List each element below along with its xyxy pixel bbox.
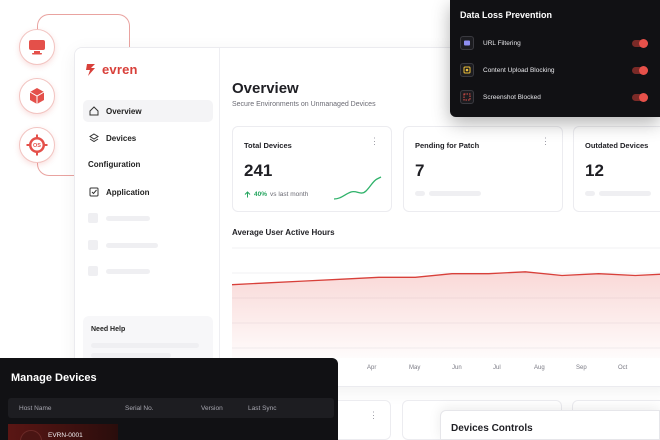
x-tick-label: Jul	[493, 365, 501, 371]
dlp-item-url-filtering[interactable]: URL Filtering	[460, 34, 650, 52]
dlp-title: Data Loss Prevention	[460, 10, 553, 20]
card-change: 40% vs last month	[244, 191, 308, 198]
column-header[interactable]: Last Sync	[248, 405, 277, 412]
page-title: Overview	[232, 80, 299, 97]
x-tick-label: Apr	[367, 365, 377, 371]
monitor-icon[interactable]	[19, 29, 55, 65]
column-header[interactable]: Host Name	[19, 405, 52, 412]
card-title: Pending for Patch	[415, 141, 480, 150]
sparkline-chart	[333, 176, 382, 200]
toggle-switch[interactable]	[632, 92, 648, 102]
sidebar-item-application[interactable]: Application	[83, 181, 213, 203]
sidebar-placeholder-item	[88, 240, 158, 250]
help-placeholder-line	[91, 343, 199, 348]
sidebar-item-label: Application	[106, 187, 150, 197]
more-options-icon[interactable]: ⋮	[541, 136, 550, 146]
home-icon	[89, 106, 99, 116]
brand-name: evren	[102, 62, 138, 77]
checkbox-icon	[89, 187, 99, 197]
dlp-item-label: Content Upload Blocking	[483, 66, 555, 74]
column-header[interactable]: Version	[201, 405, 223, 412]
upload-block-icon	[460, 63, 474, 77]
more-options-icon[interactable]: ⋮	[369, 410, 378, 420]
manage-title: Manage Devices	[11, 372, 97, 384]
column-header[interactable]: Serial No.	[125, 405, 154, 412]
toggle-switch[interactable]	[632, 65, 648, 75]
os-gear-icon[interactable]: OS	[19, 127, 55, 163]
sidebar-item-label: Devices	[106, 133, 137, 143]
main-content: Overview Secure Environments on Unmanage…	[220, 48, 660, 386]
x-tick-label: Oct	[618, 365, 628, 371]
card-total-devices[interactable]: Total Devices ⋮ 241 40% vs last month	[232, 126, 392, 212]
card-title: Outdated Devices	[585, 141, 649, 150]
card-placeholder	[415, 191, 481, 196]
card-value: 12	[585, 161, 604, 180]
table-header: Host Name Serial No. Version Last Sync	[8, 398, 334, 418]
app-window: evren Overview Devices Configuration App…	[74, 47, 660, 387]
manage-devices-panel: Manage Devices Host Name Serial No. Vers…	[0, 358, 338, 440]
sidebar-item-devices[interactable]: Devices	[83, 127, 213, 149]
help-placeholder-line	[91, 353, 171, 358]
card-title: Total Devices	[244, 141, 292, 150]
card-outdated-devices[interactable]: Outdated Devices 12	[573, 126, 660, 212]
sidebar: evren Overview Devices Configuration App…	[75, 48, 220, 386]
brand-logo[interactable]: evren	[85, 62, 138, 77]
card-value: 241	[244, 161, 273, 180]
card-pending-patch[interactable]: Pending for Patch ⋮ 7	[403, 126, 563, 212]
dlp-item-label: URL Filtering	[483, 39, 521, 47]
url-filter-icon	[460, 36, 474, 50]
evren-logo-icon	[86, 63, 95, 76]
toggle-switch[interactable]	[632, 38, 648, 48]
chart-title: Average User Active Hours	[232, 228, 335, 237]
x-tick-label: Aug	[534, 365, 545, 371]
chart-area-fill	[232, 271, 660, 358]
layers-icon	[89, 133, 99, 143]
chart-series-line	[232, 271, 660, 286]
card-value: 7	[415, 161, 425, 180]
arrow-up-icon	[244, 191, 251, 198]
devices-controls-title: Devices Controls	[451, 423, 533, 434]
x-tick-label: Jun	[452, 365, 462, 371]
x-tick-label: May	[409, 365, 421, 371]
more-options-icon[interactable]: ⋮	[370, 136, 379, 146]
box-icon[interactable]	[19, 78, 55, 114]
devices-controls-panel: Devices Controls	[440, 410, 660, 440]
change-percent: 40%	[254, 191, 268, 198]
dlp-item-label: Screenshot Blocked	[483, 93, 541, 101]
sidebar-item-overview[interactable]: Overview	[83, 100, 213, 122]
sidebar-section-configuration: Configuration	[88, 160, 141, 169]
sidebar-item-label: Overview	[106, 106, 142, 116]
dlp-item-screenshot-blocked[interactable]: Screenshot Blocked	[460, 88, 650, 106]
dlp-panel: Data Loss Prevention URL Filtering Conte…	[450, 0, 660, 117]
card-placeholder	[585, 191, 651, 196]
x-tick-label: Sep	[576, 365, 587, 371]
host-name-cell: EVRN-0001	[48, 432, 83, 439]
screenshot-block-icon	[460, 90, 474, 104]
table-row[interactable]: EVRN-0001	[8, 424, 334, 440]
sidebar-placeholder-item	[88, 266, 150, 276]
active-hours-chart	[232, 247, 660, 358]
change-note: vs last month	[270, 191, 309, 198]
os-badge-text: OS	[33, 143, 41, 149]
page-subtitle: Secure Environments on Unmanaged Devices	[232, 101, 376, 108]
help-title: Need Help	[91, 326, 126, 333]
sidebar-placeholder-item	[88, 213, 150, 223]
dlp-item-upload-blocking[interactable]: Content Upload Blocking	[460, 61, 650, 79]
